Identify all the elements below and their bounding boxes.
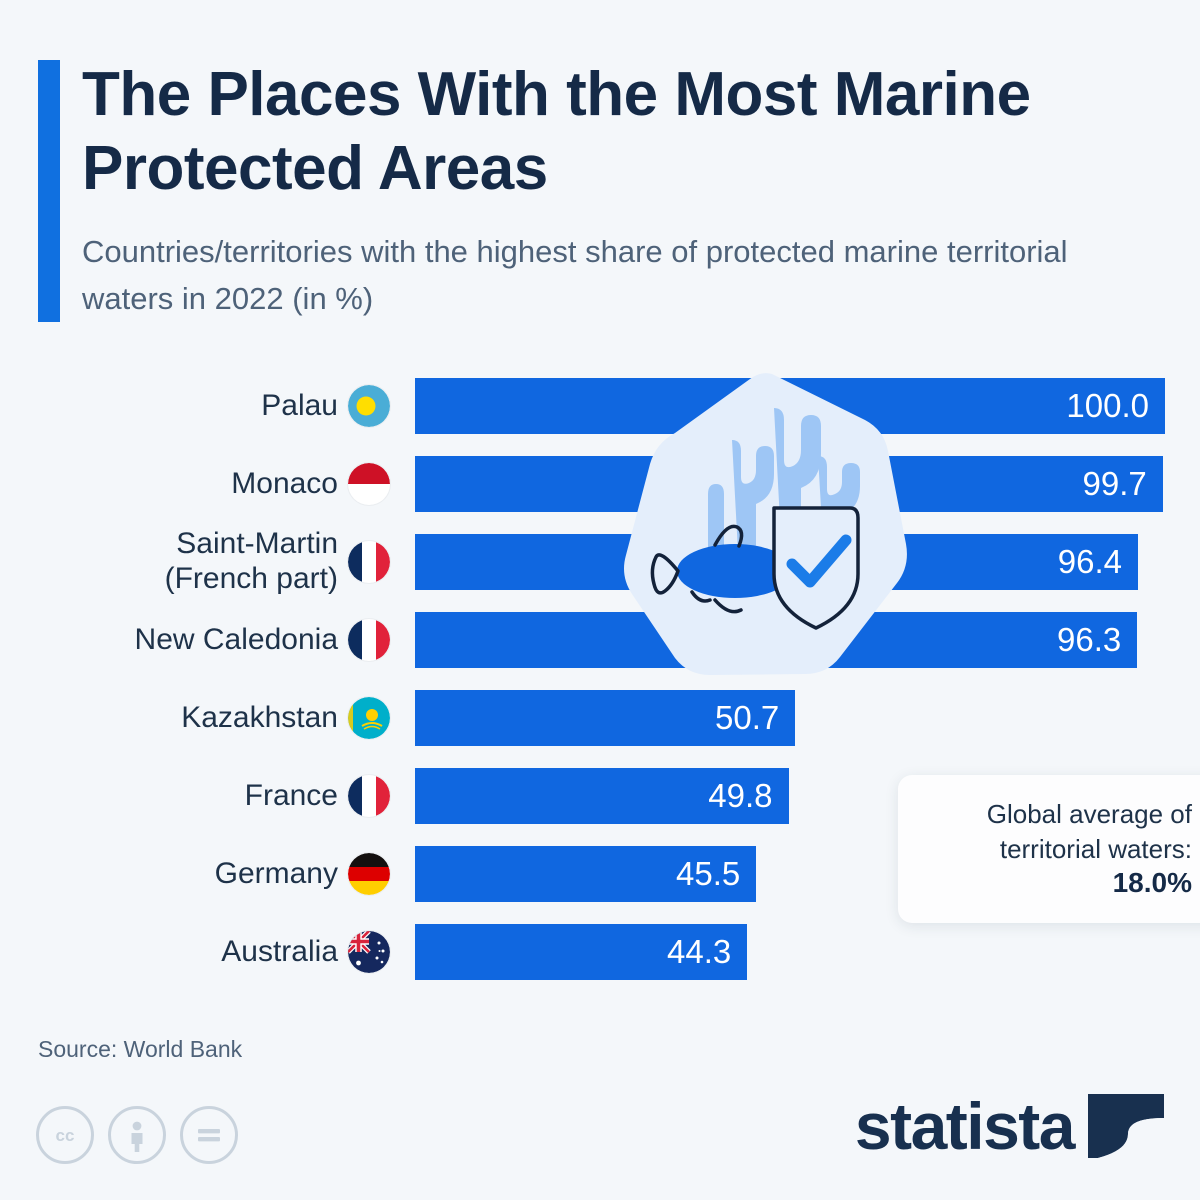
bar-row-label-group: Kazakhstan xyxy=(181,690,390,746)
page-title: The Places With the Most Marine Protecte… xyxy=(82,60,1031,203)
bar-row-label-group: France xyxy=(245,768,390,824)
flag-kazakhstan-icon xyxy=(348,697,390,739)
bar-row-label-group: Saint-Martin (French part) xyxy=(165,527,390,595)
cc-nd-icon[interactable] xyxy=(180,1106,238,1164)
category-label: Saint-Martin (French part) xyxy=(164,527,338,595)
bar-value-label: 50.7 xyxy=(715,699,780,736)
bar-row: Australia 44.3 xyxy=(0,924,1200,980)
bar-value-label: 49.8 xyxy=(708,777,773,814)
creative-commons-badges: cc xyxy=(36,1106,238,1164)
bar-row: Saint-Martin (French part) 96.4 xyxy=(0,527,1200,595)
flag-palau-icon xyxy=(348,385,390,427)
flag-germany-icon xyxy=(348,853,390,895)
callout-value: 18.0% xyxy=(1112,867,1192,899)
callout-line-1: Global average of xyxy=(986,799,1192,829)
flag-monaco-icon xyxy=(348,463,390,505)
bar-row-label-group: New Caledonia xyxy=(135,612,390,668)
category-label: Kazakhstan xyxy=(181,700,338,734)
bar-row: Monaco 99.7 xyxy=(0,456,1200,512)
category-label: Australia xyxy=(221,934,338,968)
bar-row: Kazakhstan 50.7 xyxy=(0,690,1200,746)
bar: 49.8 xyxy=(415,768,789,824)
category-label: New Caledonia xyxy=(134,622,338,656)
callout-line-2: territorial waters: xyxy=(999,834,1192,865)
statista-logo: statista xyxy=(855,1088,1164,1164)
bar-row-label-group: Germany xyxy=(215,846,390,902)
bar: 44.3 xyxy=(415,924,748,980)
page-subtitle: Countries/territories with the highest s… xyxy=(82,234,1068,317)
statista-wordmark: statista xyxy=(854,1089,1076,1163)
source-note: Source: World Bank xyxy=(38,1036,243,1062)
bar-value-label: 96.4 xyxy=(1057,543,1122,580)
global-average-callout: Global average of territorial waters: 18… xyxy=(898,775,1200,923)
svg-text:cc: cc xyxy=(56,1126,75,1145)
bar: 99.7 xyxy=(415,456,1163,512)
cc-icon[interactable]: cc xyxy=(36,1106,94,1164)
flag-australia-icon xyxy=(348,931,390,973)
category-label: Palau xyxy=(261,388,338,422)
bar-value-label: 99.7 xyxy=(1082,465,1147,502)
bar: 96.4 xyxy=(415,534,1138,590)
bar-chart: Palau 100.0 Monaco 99.7 Saint-Martin (Fren… xyxy=(0,340,1200,1020)
bar-row: Palau 100.0 xyxy=(0,378,1200,434)
bar-row: Germany 45.5 xyxy=(0,846,1200,902)
bar-value-label: 100.0 xyxy=(1066,387,1149,424)
category-label: France xyxy=(244,778,338,812)
category-label: Monaco xyxy=(231,466,338,500)
title-accent-bar xyxy=(38,60,60,322)
flag-france-icon xyxy=(348,775,390,817)
bar-row: France 49.8 xyxy=(0,768,1200,824)
cc-by-icon[interactable] xyxy=(108,1106,166,1164)
flag-france-icon xyxy=(348,619,390,661)
bar-value-label: 45.5 xyxy=(676,855,741,892)
flag-france-icon xyxy=(348,541,390,583)
bar-row-label-group: Monaco xyxy=(231,456,390,512)
bar-value-label: 44.3 xyxy=(667,933,732,970)
statista-mark xyxy=(1088,1094,1164,1158)
bar-row-label-group: Palau xyxy=(261,378,390,434)
header: The Places With the Most Marine Protecte… xyxy=(0,0,1200,340)
bar: 45.5 xyxy=(415,846,757,902)
bar-row: New Caledonia 96.3 xyxy=(0,612,1200,668)
bar-row-label-group: Australia xyxy=(221,924,390,980)
bar: 100.0 xyxy=(415,378,1165,434)
bar: 96.3 xyxy=(415,612,1138,668)
category-label: Germany xyxy=(214,856,338,890)
bar-value-label: 96.3 xyxy=(1057,621,1122,658)
bar: 50.7 xyxy=(415,690,796,746)
